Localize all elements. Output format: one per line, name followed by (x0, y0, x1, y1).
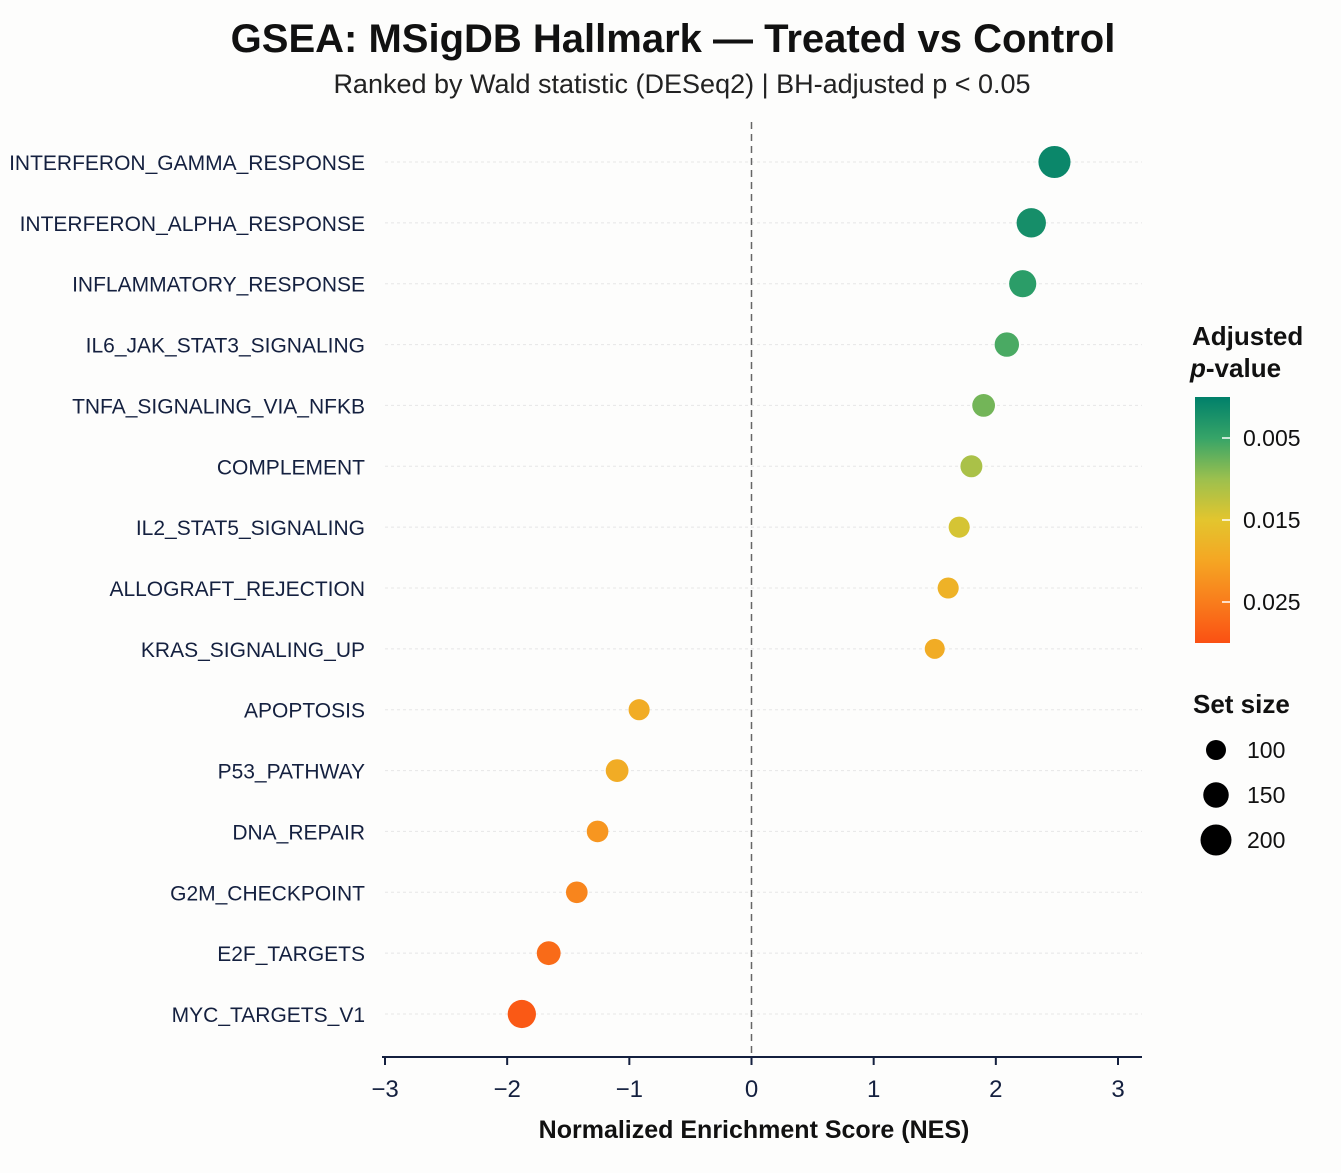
pathway-label: IL2_STAT5_SIGNALING (136, 517, 365, 540)
x-tick-label: −1 (616, 1076, 643, 1103)
point-interferon-alpha-response (1016, 208, 1046, 238)
point-g2m-checkpoint (565, 881, 588, 904)
x-tick-label: −3 (371, 1076, 398, 1103)
size-legend-label: 150 (1247, 782, 1285, 808)
size-legend: Set size 100 150 200 (1193, 689, 1290, 856)
point-myc-targets-v1 (507, 999, 536, 1029)
x-tick-label: 2 (989, 1076, 1002, 1103)
x-tick-label: 0 (745, 1076, 758, 1103)
color-legend: Adjusted p-value 0.005 0.015 0.025 (1189, 321, 1303, 643)
point-dna-repair (586, 820, 609, 843)
pathway-label: TNFA_SIGNALING_VIA_NFKB (72, 395, 365, 418)
color-legend-tick-label: 0.015 (1243, 507, 1301, 533)
pathway-label: KRAS_SIGNALING_UP (141, 639, 365, 662)
pathway-label: DNA_REPAIR (232, 821, 365, 844)
point-il6-jak-stat3-signaling (994, 332, 1020, 357)
x-tick-label: 3 (1111, 1076, 1124, 1103)
color-legend-ticks: 0.005 0.015 0.025 (1222, 425, 1301, 615)
size-legend-dot (1200, 824, 1232, 856)
point-interferon-gamma-response (1038, 145, 1071, 179)
x-tick-label: 1 (867, 1076, 880, 1103)
point-kras-signaling-up (924, 638, 945, 659)
size-legend-label: 200 (1247, 827, 1285, 853)
color-legend-tick-label: 0.025 (1243, 589, 1301, 615)
point-allograft-rejection (937, 577, 959, 599)
pathway-label: E2F_TARGETS (217, 943, 365, 966)
size-legend-label: 100 (1247, 737, 1285, 763)
point-il2-stat5-signaling (948, 516, 970, 538)
x-tick-label: −2 (493, 1076, 520, 1103)
data-points (507, 145, 1071, 1029)
color-legend-title-line2: p-value (1189, 353, 1281, 383)
pathway-label: COMPLEMENT (217, 456, 365, 479)
pathway-label: ALLOGRAFT_REJECTION (109, 578, 365, 601)
pathway-label: INTERFERON_GAMMA_RESPONSE (9, 152, 365, 175)
point-e2f-targets (536, 941, 561, 966)
color-legend-title-line1: Adjusted (1192, 321, 1303, 351)
pathway-label: IL6_JAK_STAT3_SIGNALING (86, 335, 365, 358)
color-legend-title-rest: -value (1206, 353, 1281, 383)
pathway-label: APOPTOSIS (244, 700, 365, 723)
chart-subtitle: Ranked by Wald statistic (DESeq2) | BH-a… (333, 69, 1030, 99)
pathway-label: MYC_TARGETS_V1 (172, 1004, 365, 1027)
size-legend-dot (1206, 740, 1226, 760)
point-p53-pathway (605, 759, 629, 782)
gridlines (385, 161, 1142, 1015)
chart-title: GSEA: MSigDB Hallmark — Treated vs Contr… (231, 17, 1116, 61)
point-apoptosis (628, 699, 650, 721)
size-legend-items: 100 150 200 (1200, 737, 1285, 856)
pathway-label: G2M_CHECKPOINT (170, 882, 365, 905)
pathway-labels: INTERFERON_GAMMA_RESPONSE INTERFERON_ALPH… (9, 152, 365, 1027)
size-legend-dot (1203, 782, 1229, 808)
point-inflammatory-response (1009, 270, 1037, 298)
x-axis-label: Normalized Enrichment Score (NES) (539, 1116, 970, 1144)
x-axis-ticks: −3 −2 −1 0 1 2 3 (371, 1057, 1125, 1103)
pathway-label: INFLAMMATORY_RESPONSE (72, 274, 365, 297)
pathway-label: P53_PATHWAY (218, 761, 365, 784)
point-tnfa-signaling-via-nfkb (972, 394, 995, 417)
color-legend-title-p: p (1189, 353, 1206, 383)
size-legend-title: Set size (1193, 689, 1290, 719)
color-legend-tick-label: 0.005 (1243, 425, 1301, 451)
point-complement (960, 455, 983, 478)
pathway-label: INTERFERON_ALPHA_RESPONSE (20, 213, 365, 236)
